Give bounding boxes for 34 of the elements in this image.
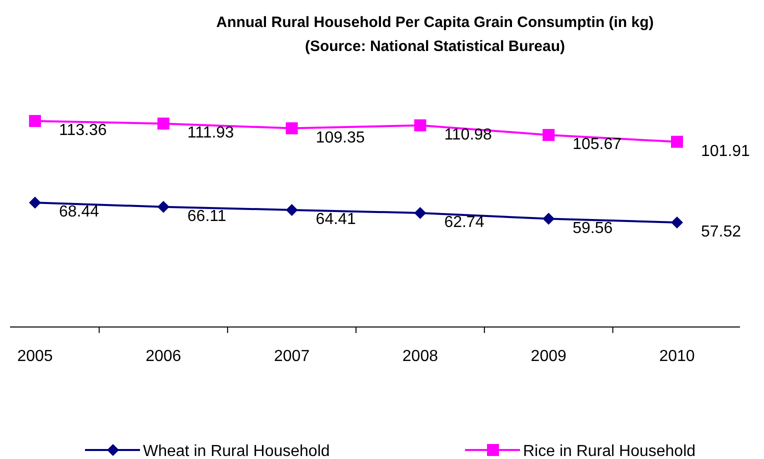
- data-label: 105.67: [572, 136, 622, 153]
- legend-label: Wheat in Rural Household: [143, 443, 330, 459]
- data-label: 101.91: [701, 142, 750, 160]
- data-label: 111.93: [187, 124, 234, 142]
- data-label: 68.44: [59, 204, 100, 221]
- x-tick-label: 2006: [146, 348, 182, 365]
- data-label: 109.35: [316, 129, 365, 146]
- point: [29, 196, 41, 209]
- legend-label: Rice in Rural Household: [523, 443, 696, 459]
- point: [29, 115, 41, 127]
- x-tick-label: 2008: [402, 348, 438, 365]
- text: (Source: National Statistical Bureau): [304, 38, 566, 55]
- point: [414, 119, 426, 132]
- point: [671, 136, 683, 148]
- data-label: 59.56: [572, 220, 613, 237]
- chart-title: Annual Rural Household Per Capita Grain Consumptin (in kg): [216, 14, 654, 31]
- data-label: 113.36: [59, 122, 107, 139]
- x-tick-label: 2005: [17, 348, 53, 365]
- x-tick-label: 2009: [530, 348, 566, 365]
- point: [157, 118, 170, 130]
- point: [286, 122, 298, 134]
- data-label: 66.11: [187, 208, 226, 225]
- x-tick-label: 2010: [659, 348, 695, 365]
- point: [671, 216, 683, 228]
- data-label: 64.41: [316, 210, 356, 228]
- data-label: 57.52: [701, 223, 742, 240]
- point: [157, 200, 170, 213]
- point: [414, 206, 426, 219]
- x-tick-label: 2007: [274, 348, 310, 365]
- point: [542, 212, 555, 225]
- point: [542, 128, 555, 141]
- point: [286, 204, 298, 216]
- data-label: 62.74: [444, 214, 484, 231]
- data-label: 110.98: [444, 126, 492, 144]
